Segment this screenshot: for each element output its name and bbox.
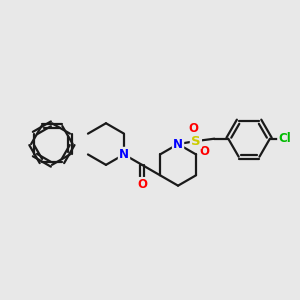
Text: S: S [191,135,201,148]
Text: N: N [173,138,183,151]
Text: O: O [188,122,198,135]
Text: O: O [137,178,147,191]
Text: N: N [119,148,129,161]
Text: O: O [199,145,209,158]
Text: Cl: Cl [278,132,291,145]
